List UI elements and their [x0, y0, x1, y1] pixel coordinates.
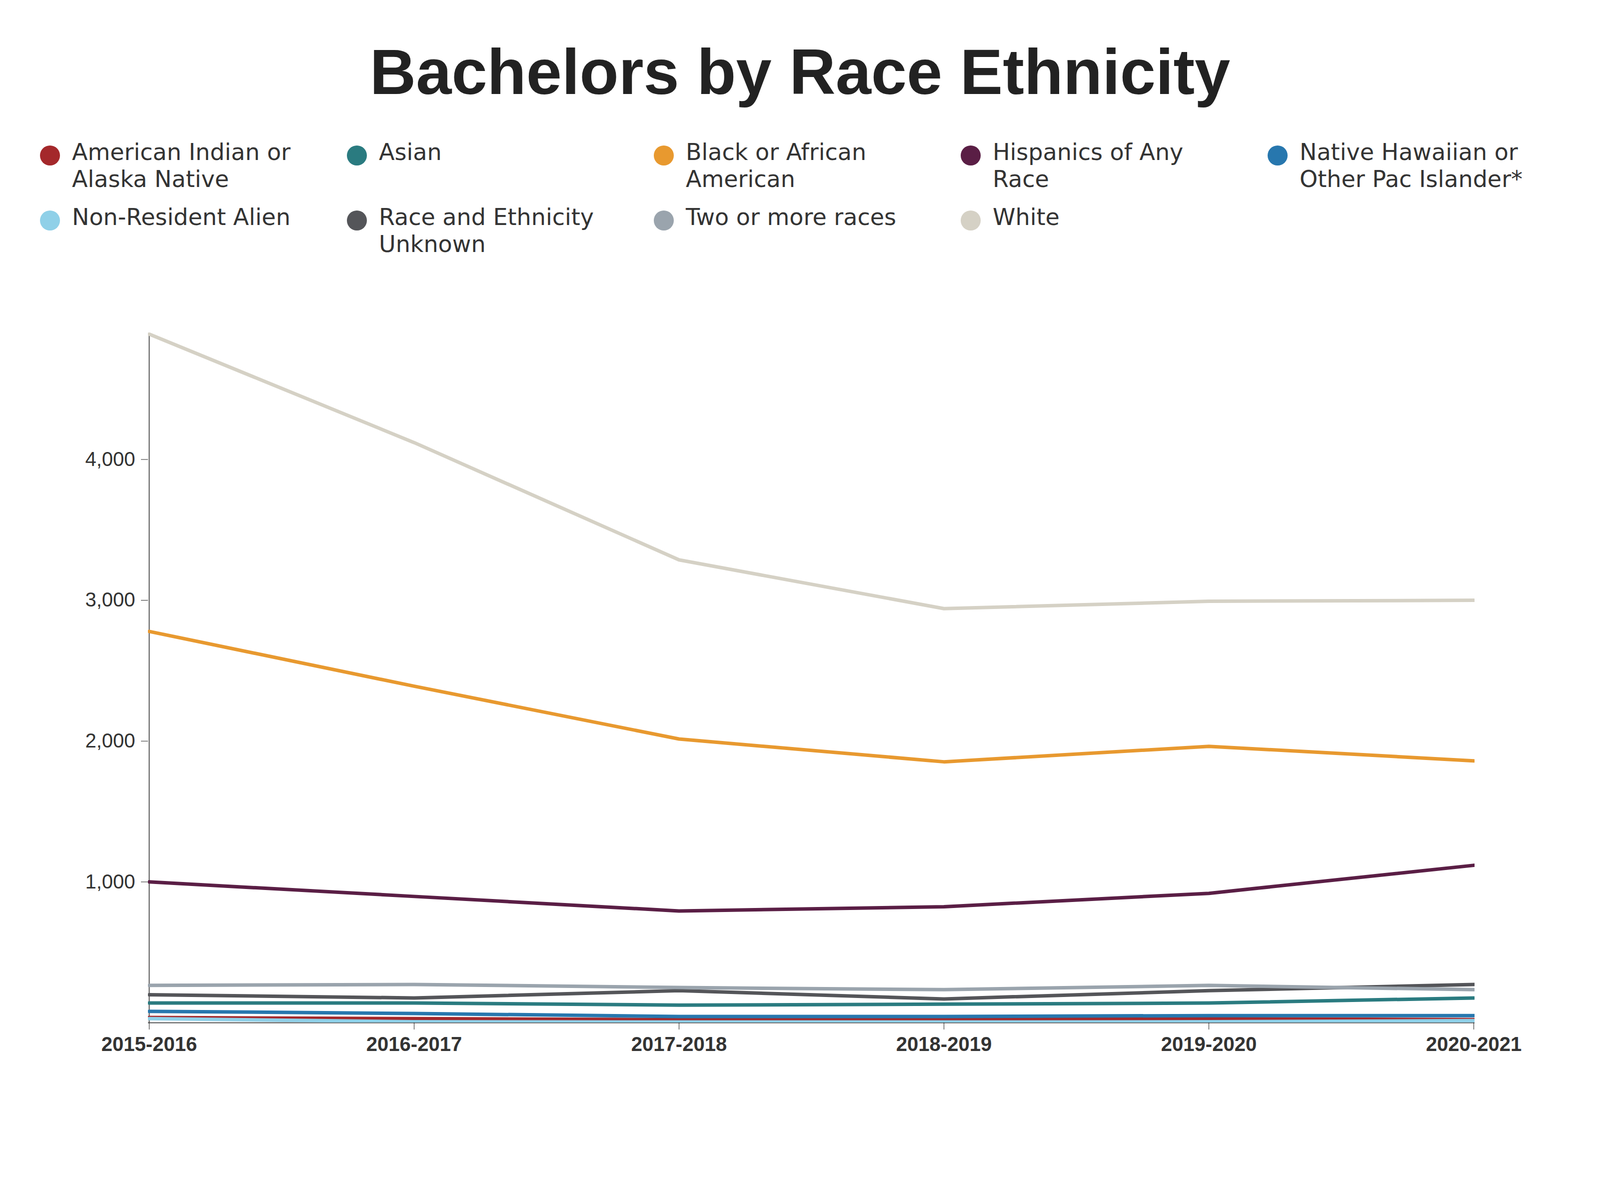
svg-text:2018-2019: 2018-2019: [896, 1032, 992, 1055]
svg-text:2019-2020: 2019-2020: [1161, 1032, 1257, 1055]
svg-text:4,000: 4,000: [84, 447, 135, 470]
svg-text:2020-2021: 2020-2021: [1426, 1032, 1522, 1055]
svg-text:2,000: 2,000: [84, 729, 135, 752]
html-text:Black or African American: Black or African American: [685, 138, 867, 193]
html-text:White: White: [992, 203, 1060, 231]
svg-text:2016-2017: 2016-2017: [366, 1032, 462, 1055]
html-text:Hispanics of Any Race: Hispanics of Any Race: [992, 138, 1184, 193]
html-text:Bachelors by Race Ethnicity: Bachelors by Race Ethnicity: [369, 35, 1231, 108]
svg-text:2017-2018: 2017-2018: [631, 1032, 727, 1055]
html-text:Race and Ethnicity Unknown: Race and Ethnicity Unknown: [378, 203, 594, 258]
svg-text:2015-2016: 2015-2016: [101, 1032, 197, 1055]
html-text:Two or more races: Two or more races: [685, 203, 897, 231]
html-text:American Indian or Alaska Nati: American Indian or Alaska Native: [71, 138, 291, 193]
svg-text:1,000: 1,000: [84, 870, 135, 893]
html-text:Asian: Asian: [378, 138, 442, 166]
html-text:Non-Resident Alien: Non-Resident Alien: [71, 203, 291, 231]
html-text:Native Hawaiian or Other Pac I: Native Hawaiian or Other Pac Islander*: [1299, 138, 1523, 193]
svg-text:3,000: 3,000: [84, 588, 135, 611]
